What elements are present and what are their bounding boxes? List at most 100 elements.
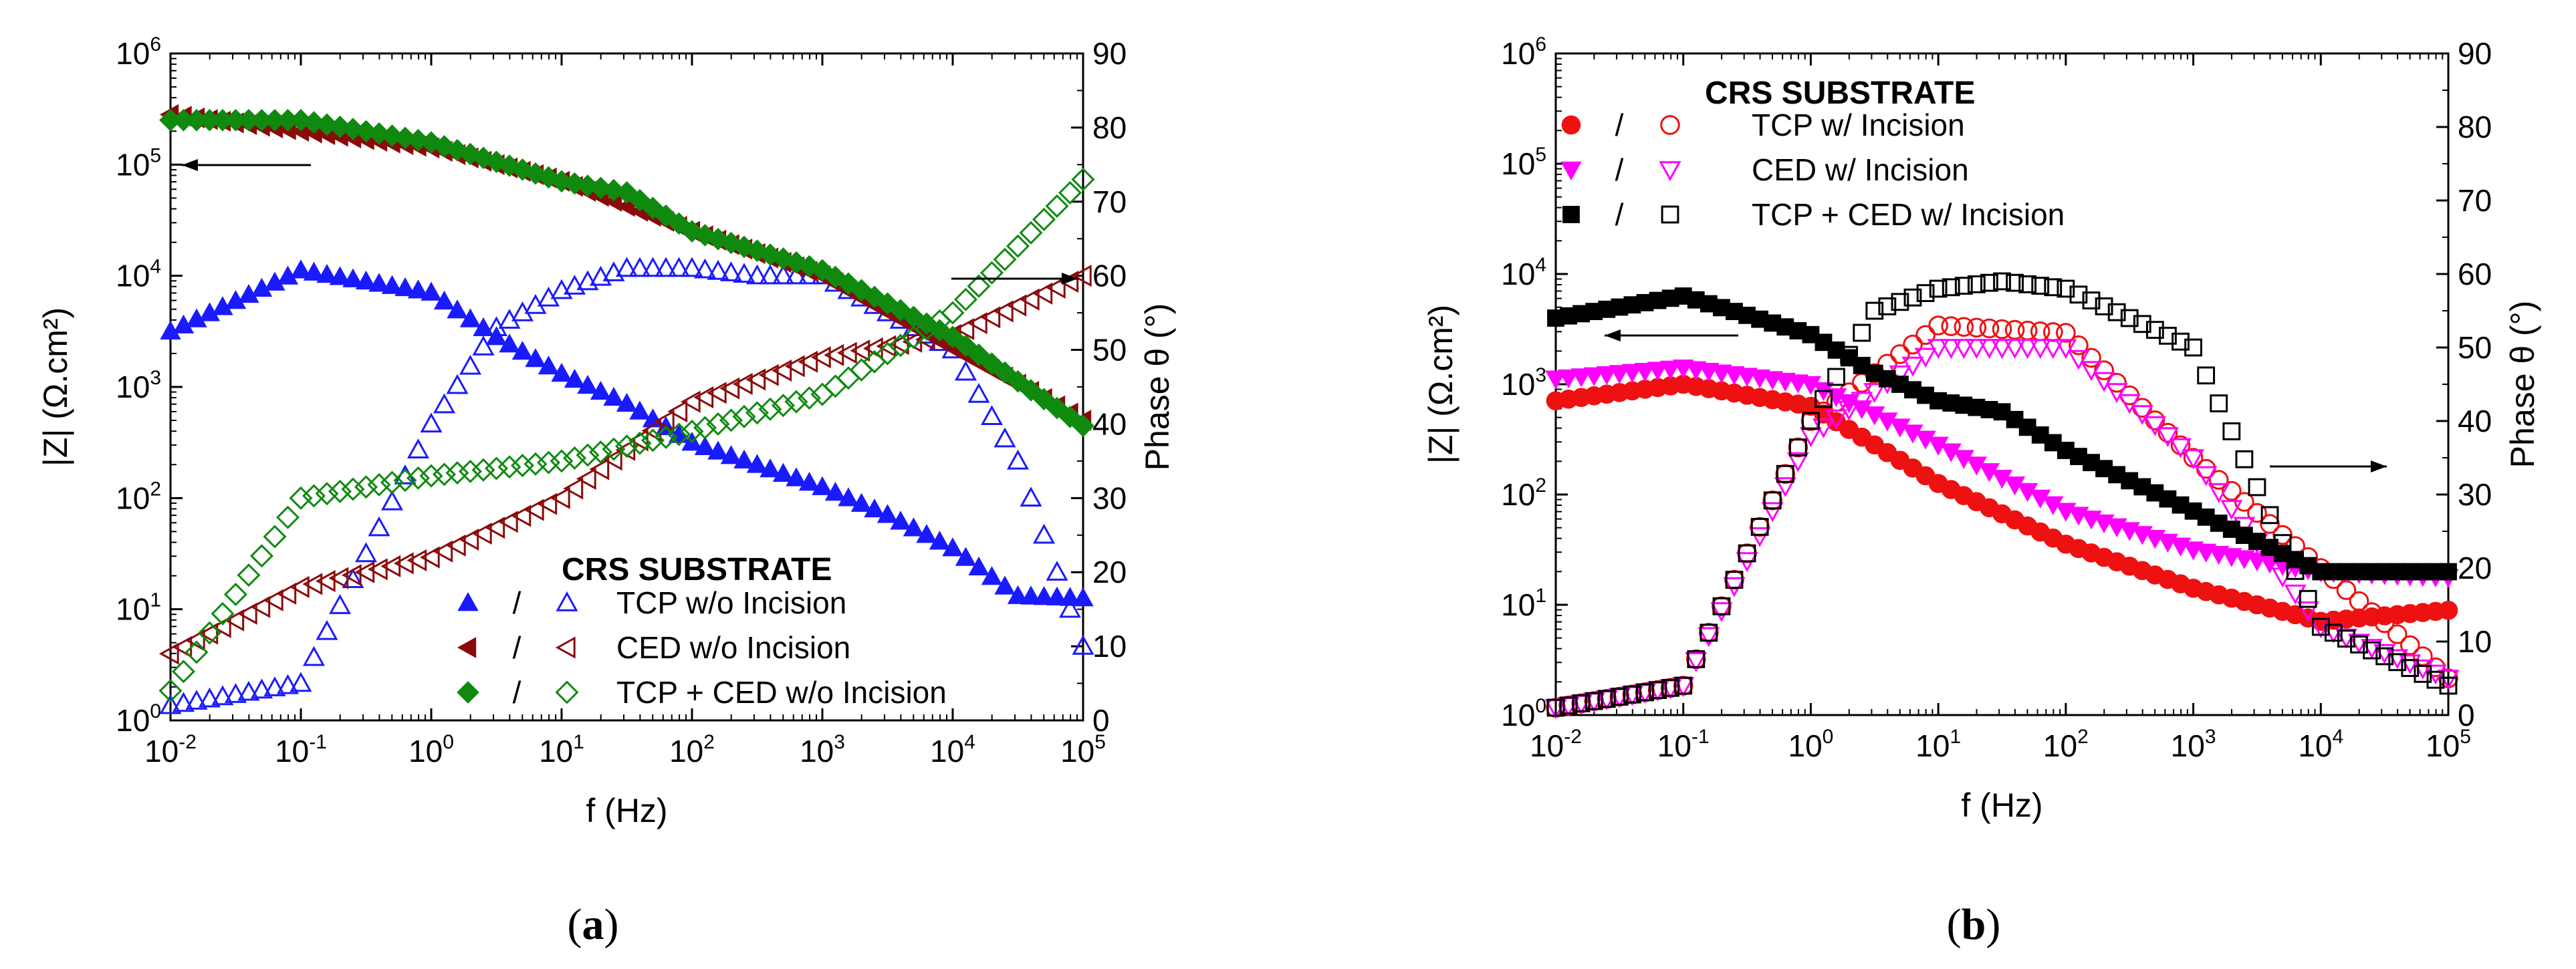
phase-point xyxy=(185,629,205,652)
phase-point xyxy=(1019,288,1040,311)
modz-point xyxy=(394,126,417,150)
modz-point xyxy=(1621,364,1643,383)
modz-point xyxy=(1072,587,1094,607)
phase-point xyxy=(1954,317,1974,337)
phase-point xyxy=(615,257,638,277)
phase-point xyxy=(354,475,378,499)
x-tick-label: 10-2 xyxy=(1530,726,1582,763)
phase-point xyxy=(380,490,404,511)
phase-point xyxy=(2182,449,2205,470)
phase-point xyxy=(341,477,365,501)
phase-point xyxy=(1546,698,1565,717)
phase-point xyxy=(550,279,573,299)
legend-marker-open xyxy=(555,636,576,659)
legend: CRS SUBSTRATE / TCP w/ Incision / CED w/ Inc… xyxy=(1560,76,2065,232)
y2-tick-label: 20 xyxy=(2458,551,2492,585)
phase-point xyxy=(1890,344,1910,364)
phase-point xyxy=(1723,577,1746,597)
y2-tick-label: 30 xyxy=(1092,480,1127,515)
y2-tick-label: 60 xyxy=(2458,257,2492,291)
phase-point xyxy=(1045,194,1069,218)
phase-point xyxy=(602,437,626,461)
phase-point xyxy=(2133,315,2151,333)
phase-point xyxy=(589,458,610,480)
phase-point xyxy=(1697,627,1720,648)
phase-point xyxy=(276,674,300,694)
phase-point xyxy=(1072,635,1094,655)
phase-axis-arrow-head xyxy=(1062,273,1078,285)
modz-point xyxy=(981,566,1003,585)
modz-point xyxy=(368,273,390,292)
phase-point xyxy=(1863,383,1886,404)
modz-point xyxy=(720,445,742,464)
x-tick-label: 103 xyxy=(800,731,845,769)
phase-point xyxy=(2131,405,2153,426)
phase-point xyxy=(1915,325,1936,345)
y2-tick-label: 90 xyxy=(1092,36,1127,71)
phase-point xyxy=(1685,652,1708,672)
y2-tick-label: 30 xyxy=(2458,477,2492,512)
legend-marker-open xyxy=(1661,205,1679,224)
modz-point xyxy=(772,462,794,482)
phase-point xyxy=(2067,350,2090,370)
phase-point xyxy=(2208,470,2229,490)
phase-point xyxy=(1763,491,1782,510)
phase-point xyxy=(1940,339,1962,360)
phase-point xyxy=(759,264,782,285)
phase-point xyxy=(316,619,338,640)
modz-point xyxy=(929,531,951,550)
phase-point xyxy=(1916,284,1935,303)
modz-point xyxy=(629,400,651,420)
y2-tick-label: 90 xyxy=(2458,36,2492,71)
series-1 xyxy=(159,257,1094,714)
x-tick-label: 105 xyxy=(2426,726,2471,763)
modz-point xyxy=(407,279,429,299)
modz-point xyxy=(577,374,598,394)
phase-point xyxy=(2031,277,2050,295)
x-tick-label: 100 xyxy=(1788,726,1833,763)
phase-point xyxy=(667,257,691,277)
phase-point xyxy=(784,390,808,414)
modz-point xyxy=(1006,370,1030,393)
phase-point xyxy=(1954,277,1973,295)
phase-point xyxy=(2105,383,2128,404)
phase-point xyxy=(640,428,665,452)
phase-axis-arrow-head xyxy=(2371,460,2387,472)
phase-point xyxy=(328,479,352,503)
modz-point xyxy=(329,266,351,285)
y-axis-title: |Z| (Ω.cm²) xyxy=(37,307,74,466)
phase-point xyxy=(1738,544,1756,563)
phase-point xyxy=(1712,596,1732,617)
modz-point xyxy=(316,113,338,136)
phase-point xyxy=(707,259,729,280)
phase-point xyxy=(485,517,505,539)
modz-point xyxy=(1058,406,1082,428)
phase-point xyxy=(1786,452,1809,472)
legend-separator: / xyxy=(1615,197,1624,232)
phase-point xyxy=(562,446,587,470)
phase-point xyxy=(1865,301,1884,320)
phase-point xyxy=(1725,571,1744,589)
phase-point xyxy=(693,386,714,409)
modz-point xyxy=(1032,388,1056,411)
phase-point xyxy=(1942,278,1960,297)
phase-point xyxy=(1979,318,2000,339)
phase-point xyxy=(2069,285,2088,304)
phase-point xyxy=(2247,503,2267,523)
phase-point xyxy=(433,393,456,414)
phase-point xyxy=(941,301,965,325)
phase-point xyxy=(576,443,600,467)
phase-point xyxy=(980,306,1001,329)
y-tick-label: 106 xyxy=(116,33,161,71)
modz-point xyxy=(421,281,442,301)
phase-point xyxy=(2018,275,2037,293)
phase-point xyxy=(654,410,675,432)
x-tick-label: 10-1 xyxy=(1657,726,1710,763)
modz-axis-arrow xyxy=(1605,329,1738,341)
modz-point xyxy=(564,368,586,388)
phase-point xyxy=(2284,584,2307,605)
modz-point xyxy=(447,299,468,319)
phase-point xyxy=(2426,670,2445,689)
phase-point xyxy=(1928,315,1948,335)
y-tick-label: 103 xyxy=(116,367,161,404)
